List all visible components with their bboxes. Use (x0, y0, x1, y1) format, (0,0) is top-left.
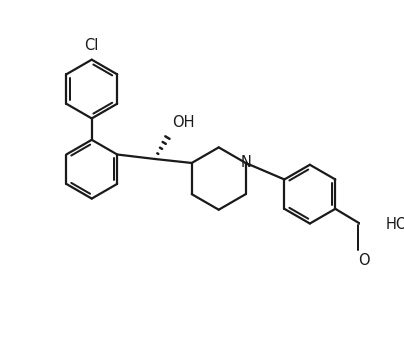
Text: HO: HO (386, 217, 404, 232)
Text: OH: OH (173, 116, 195, 130)
Text: O: O (358, 253, 370, 268)
Text: Cl: Cl (84, 38, 99, 53)
Text: N: N (240, 155, 251, 170)
